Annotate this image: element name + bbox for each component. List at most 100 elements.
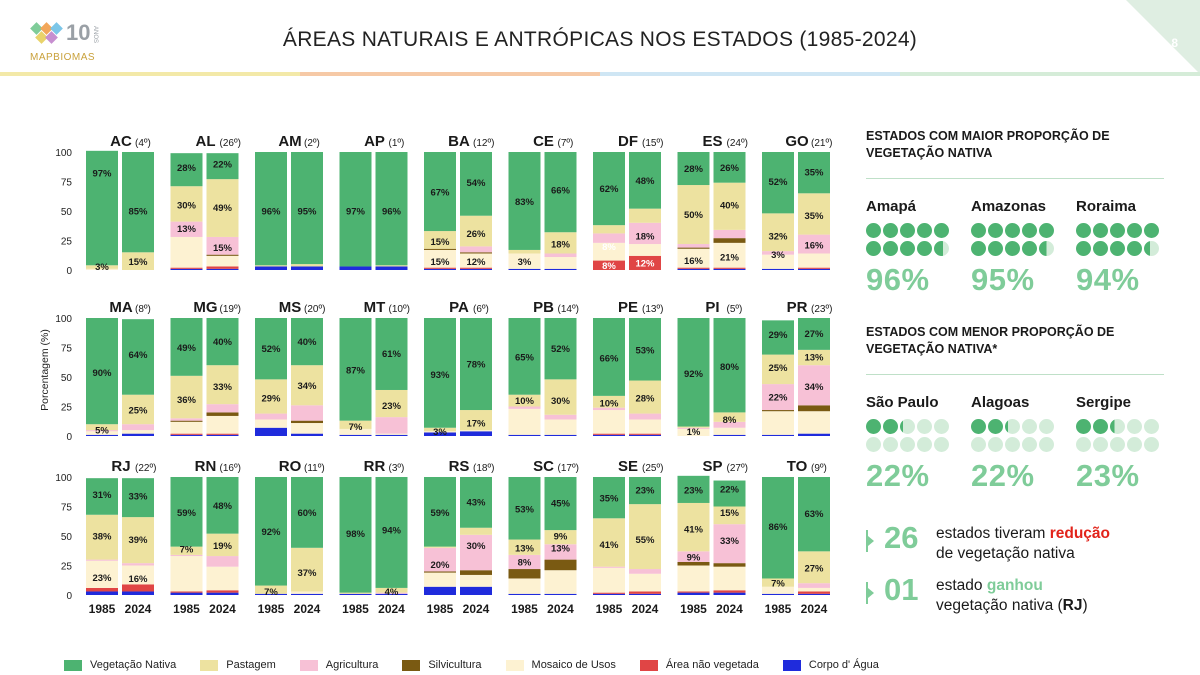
state-rank: (20º) <box>304 304 325 315</box>
state-rank: (21º) <box>811 138 832 149</box>
data-label: 16% <box>684 256 704 267</box>
bar-segment <box>460 527 492 535</box>
bar-segment <box>424 427 456 432</box>
x-tick-label: 2024 <box>209 602 236 616</box>
data-label: 10% <box>599 398 619 409</box>
data-label: 67% <box>430 188 450 199</box>
data-label: 63% <box>804 509 824 520</box>
bar-segment <box>508 554 541 570</box>
state-name: Sergipe <box>1076 394 1132 411</box>
legend-label: Vegetação Nativa <box>90 659 177 671</box>
state-title: SP <box>702 458 722 475</box>
data-label: 3% <box>771 250 785 261</box>
state-rank: (10º) <box>389 304 410 315</box>
bar-segment <box>544 152 577 233</box>
x-tick-label: 1985 <box>765 602 792 616</box>
bar-segment <box>122 433 154 436</box>
bar-segment <box>255 318 287 380</box>
state-percent: 22% <box>971 458 1035 493</box>
bar-segment <box>460 318 492 411</box>
top-states-heading: ESTADOS COM MAIOR PROPORÇÃO DE VEGETAÇÃO… <box>866 129 1110 160</box>
state-rank: (17º) <box>558 463 579 474</box>
data-label: 22% <box>768 393 788 404</box>
y-tick-label: 75 <box>61 178 73 189</box>
bar-segment <box>206 254 239 256</box>
data-label: 49% <box>213 203 233 214</box>
data-label: 26% <box>466 229 486 240</box>
dot-grid <box>1076 223 1171 256</box>
data-label: 27% <box>804 329 824 340</box>
data-label: 64% <box>128 350 148 361</box>
bar-segment <box>291 264 323 267</box>
y-tick-label: 25 <box>61 562 73 573</box>
dot-icon <box>917 241 932 256</box>
bar-segment <box>375 318 408 390</box>
bar-segment <box>508 249 541 254</box>
state-title: MG <box>193 299 217 316</box>
bar-segment <box>86 559 118 561</box>
bar-segment <box>508 406 541 409</box>
bar-segment <box>424 231 456 249</box>
bar-segment <box>629 433 661 435</box>
bar-segment <box>424 248 456 250</box>
bar-segment <box>86 434 118 436</box>
data-label: 48% <box>213 501 233 512</box>
data-label: 83% <box>515 197 535 208</box>
bar-segment <box>291 591 323 594</box>
bar-segment <box>424 267 456 269</box>
data-label: 7% <box>771 579 785 590</box>
stat-text: estado ganhou vegetação nativa (RJ) <box>936 577 1088 614</box>
bar-segment <box>629 573 661 592</box>
data-label: 23% <box>684 485 704 496</box>
legend-item: Pastagem <box>200 659 276 671</box>
bar-segment <box>206 412 239 416</box>
bar-segment <box>593 410 625 434</box>
bar-segment <box>677 565 710 592</box>
bar-segment <box>122 565 154 585</box>
x-tick-label: 2024 <box>463 602 490 616</box>
x-tick-label: 2024 <box>294 602 321 616</box>
x-tick-label: 1985 <box>89 602 116 616</box>
data-label: 8% <box>723 415 737 426</box>
bar-segment <box>291 423 323 434</box>
data-label: 32% <box>768 231 788 242</box>
bar-segment <box>460 410 492 431</box>
dot-icon <box>1144 241 1159 256</box>
bar-segment <box>122 252 154 270</box>
data-label: 18% <box>635 231 655 242</box>
data-label: 39% <box>128 535 148 546</box>
state-stat: São Paulo 22% <box>866 394 961 494</box>
legend-label: Silvicultura <box>428 659 482 671</box>
bar-segment <box>629 569 661 574</box>
bar-segment <box>798 591 830 594</box>
data-label: 16% <box>804 241 824 252</box>
legend-item: Agricultura <box>299 659 378 671</box>
bar-segment <box>206 415 239 434</box>
data-label: 7% <box>180 544 194 555</box>
bar-segment <box>206 268 239 270</box>
bar-segment <box>544 570 577 594</box>
bar-segment <box>593 260 625 270</box>
legend-swatch <box>782 659 801 671</box>
x-tick-label: 1985 <box>427 602 454 616</box>
bar-segment <box>762 586 794 594</box>
data-label: 38% <box>92 532 112 543</box>
dot-icon <box>1093 419 1108 434</box>
bar-segment <box>798 152 830 194</box>
bar-segment <box>424 477 456 547</box>
bar-segment <box>375 389 408 418</box>
page-corner <box>1126 0 1200 74</box>
dot-icon <box>934 419 949 434</box>
dot-icon <box>971 223 986 238</box>
dot-icon <box>1039 223 1054 238</box>
data-label: 4% <box>385 587 399 598</box>
state-title: RN <box>195 458 217 475</box>
dot-icon <box>866 419 881 434</box>
bar-segment <box>593 225 625 234</box>
bar-segment <box>206 266 239 269</box>
bar-segment <box>677 268 710 270</box>
state-rank: (12º) <box>473 138 494 149</box>
bar-segment <box>339 266 372 270</box>
bar-segment <box>677 427 710 429</box>
data-label: 50% <box>684 210 704 221</box>
